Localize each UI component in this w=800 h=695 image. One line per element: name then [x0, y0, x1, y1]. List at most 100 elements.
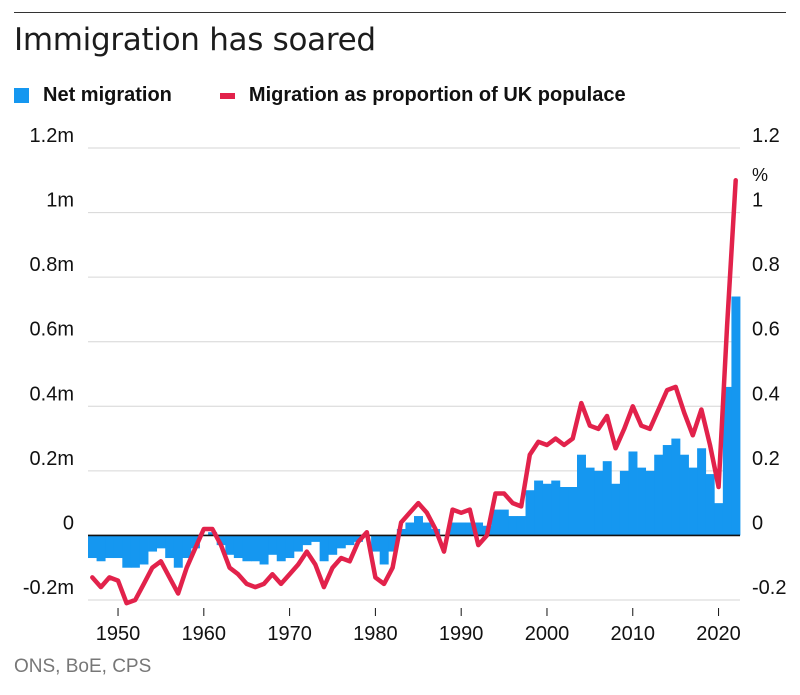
x-axis-tick-label: 2010 — [611, 623, 656, 645]
net-migration-bar — [516, 516, 526, 536]
left-axis-tick-label: 0.8m — [30, 254, 74, 276]
left-axis-tick-label: 0.4m — [30, 383, 74, 405]
proportion-series-line — [90, 178, 738, 606]
net-migration-bar — [285, 535, 295, 559]
x-axis: 1950 1960 1970 1980 1990 2000 2010 2020 — [96, 608, 741, 645]
net-migration-bar — [388, 535, 398, 552]
proportion-line — [90, 178, 738, 606]
net-migration-bar — [697, 448, 707, 536]
right-axis-tick-label: 0.2 — [752, 448, 780, 470]
net-migration-bar — [336, 535, 346, 549]
x-axis-tick-label: 2020 — [696, 623, 741, 645]
net-migration-bar — [190, 535, 200, 549]
net-migration-bar — [414, 516, 423, 536]
net-migration-bar — [585, 467, 595, 536]
net-migration-bar — [577, 454, 586, 536]
net-migration-bar — [619, 470, 629, 536]
net-migration-bar — [542, 483, 552, 536]
net-migration-bar — [602, 461, 612, 536]
net-migration-bar — [182, 535, 192, 559]
left-axis-tick-label: 0 — [63, 512, 74, 534]
x-axis-tick-label: 1980 — [353, 623, 398, 645]
left-axis-tick-label: 1.2m — [30, 125, 74, 147]
net-migration-bar — [534, 480, 544, 536]
net-migration-bar — [679, 454, 689, 536]
left-axis-tick-label: 1m — [46, 190, 74, 212]
net-migration-bar — [714, 503, 724, 536]
left-axis: 1.2m 1m 0.8m 0.6m 0.4m 0.2m 0 -0.2m — [23, 125, 74, 599]
net-migration-bar — [568, 487, 578, 536]
net-migration-bar — [456, 522, 466, 536]
chart-title: Immigration has soared — [14, 22, 376, 58]
net-migration-bar — [319, 535, 329, 562]
right-axis-tick-label: 0.6 — [752, 319, 780, 341]
net-migration-bar — [379, 535, 389, 565]
right-axis-tick-label: 0 — [752, 512, 763, 534]
net-migration-bar — [276, 535, 286, 562]
net-migration-bar — [148, 535, 158, 552]
top-rule — [14, 12, 786, 13]
net-migration-bar — [96, 535, 106, 562]
net-migration-bar — [251, 535, 260, 562]
net-migration-bar — [611, 483, 621, 536]
net-migration-bar — [628, 451, 638, 536]
net-migration-bar — [551, 480, 561, 536]
net-migration-bar — [654, 454, 664, 536]
net-migration-bar — [405, 522, 415, 536]
net-migration-bar — [662, 445, 672, 536]
net-migration-bar — [474, 522, 484, 536]
right-axis-unit: % — [752, 165, 768, 185]
left-axis-tick-label: 0.6m — [30, 319, 74, 341]
right-axis: 1.2 1 0.8 0.6 0.4 0.2 0 -0.2% — [752, 125, 786, 599]
x-axis-tick-label: 1960 — [182, 623, 227, 645]
right-axis-tick-label: -0.2 — [752, 577, 786, 599]
legend-label-proportion: Migration as proportion of UK populace — [248, 84, 626, 106]
left-axis-tick-label: 0.2m — [30, 448, 74, 470]
net-migration-bar — [371, 535, 381, 552]
right-axis-tick-label: 1 — [752, 190, 763, 212]
net-migration-bar — [216, 535, 226, 546]
x-axis-tick-label: 2000 — [525, 623, 570, 645]
net-migration-bar — [345, 535, 355, 546]
net-migration-bar — [328, 535, 338, 555]
legend-label-net-migration: Net migration — [43, 84, 172, 106]
net-migration-bar — [130, 535, 140, 568]
net-migration-bar — [139, 535, 149, 565]
net-migration-bar — [705, 474, 715, 536]
net-migration-bar — [422, 522, 432, 536]
net-migration-bar — [268, 535, 278, 555]
right-axis-tick-label: 1.2 — [752, 125, 780, 147]
net-migration-bar — [311, 535, 321, 542]
net-migration-bar — [525, 490, 535, 536]
net-migration-bar — [594, 470, 604, 536]
net-migration-bar — [165, 535, 175, 559]
net-migration-bar — [105, 535, 115, 559]
net-migration-bar — [731, 296, 741, 536]
net-migration-bar — [637, 467, 647, 536]
net-migration-bar — [559, 487, 569, 536]
right-axis-tick-label: 0.8 — [752, 254, 780, 276]
source-note: ONS, BoE, CPS — [14, 656, 152, 677]
net-migration-bar — [259, 535, 269, 565]
net-migration-bar — [508, 516, 518, 536]
net-migration-bar — [302, 535, 312, 546]
right-axis-tick-label: 0.4 — [752, 383, 780, 405]
net-migration-bar — [156, 535, 166, 549]
net-migration-bar — [688, 467, 698, 536]
legend-bar-swatch — [14, 88, 29, 103]
net-migration-bar — [233, 535, 243, 559]
net-migration-bar — [448, 522, 458, 536]
chart-plot: 1.2m 1m 0.8m 0.6m 0.4m 0.2m 0 -0.2m 1.2 1 0.8 0.6 0… — [23, 125, 787, 645]
net-migration-bar — [645, 470, 655, 536]
net-migration-bar — [671, 438, 681, 536]
net-migration-bar — [173, 535, 183, 568]
net-migration-bars — [88, 296, 741, 568]
net-migration-bar — [722, 386, 732, 536]
net-migration-bar — [499, 509, 509, 536]
net-migration-bar — [465, 522, 475, 536]
net-migration-bar — [242, 535, 252, 562]
left-axis-tick-label: -0.2m — [23, 577, 74, 599]
net-migration-bar — [293, 535, 303, 552]
legend: Net migration Migration as proportion of… — [14, 84, 674, 107]
net-migration-bar — [88, 535, 97, 559]
